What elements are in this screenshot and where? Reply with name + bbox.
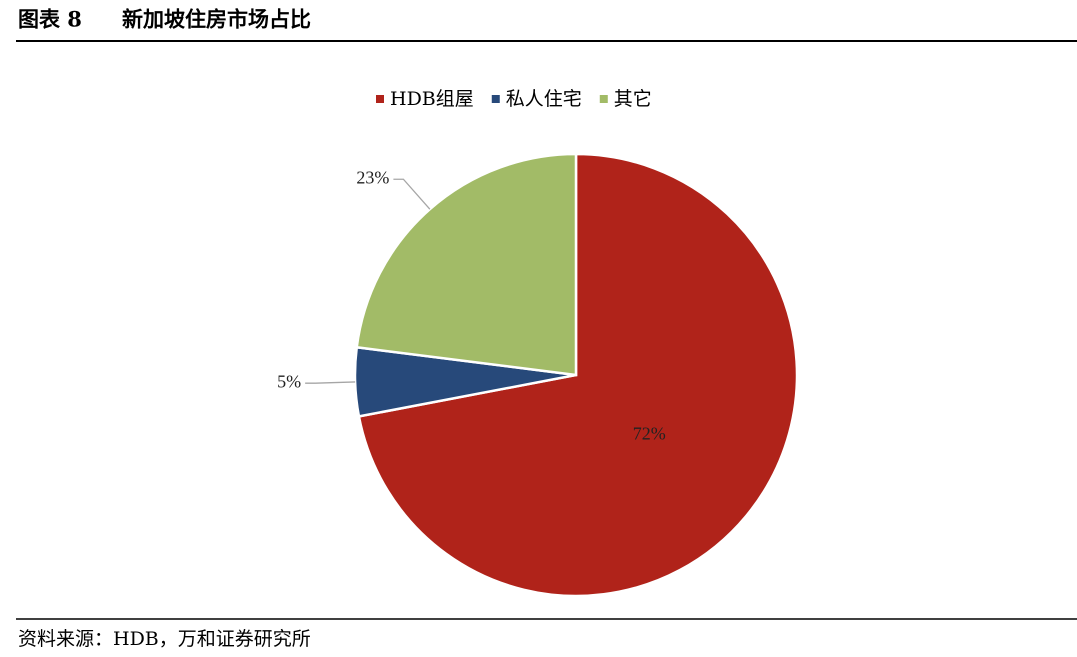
value-label: 72% [633,424,666,444]
value-label: 23% [356,167,389,187]
chart-title: 新加坡住房市场占比 [122,7,311,32]
legend-swatch [376,95,384,103]
source-note: 资料来源：HDB，万和证券研究所 [18,628,311,650]
legend-label: 其它 [614,88,652,110]
leader-line [305,381,356,384]
leader-line [393,178,431,210]
pie-slice [357,152,799,598]
value-label: 5% [277,371,301,391]
legend-swatch [491,95,500,103]
legend-label: 私人住宅 [506,88,582,110]
legend-swatch [599,95,608,103]
figure-number: 图表 8 [18,7,82,32]
legend-label: HDB组屋 [390,88,474,110]
pie-slice [355,152,578,377]
